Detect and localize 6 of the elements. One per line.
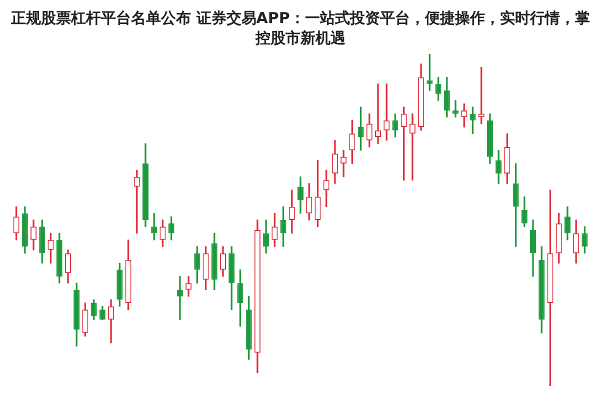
candlestick xyxy=(409,113,416,180)
chart-title: 正规股票杠杆平台名单公布 证券交易APP：一站式投资平台，便捷操作，实时行情，掌控股市新机遇 xyxy=(10,8,591,49)
candlestick xyxy=(374,84,382,144)
candlestick xyxy=(340,150,347,178)
candlestick xyxy=(176,276,183,320)
candlestick xyxy=(452,100,459,118)
